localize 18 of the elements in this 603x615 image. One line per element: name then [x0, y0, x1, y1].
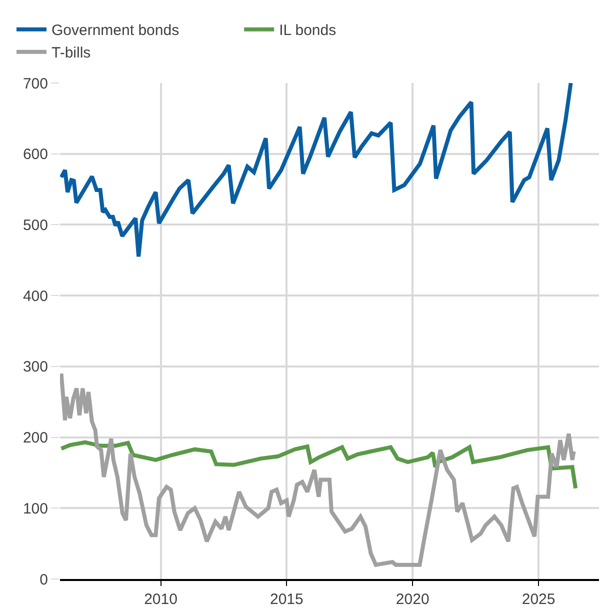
- line-series: [60, 83, 573, 259]
- y-tick-label: 600: [22, 146, 48, 164]
- y-tick-label: 700: [22, 75, 48, 92]
- y-tick-label: 300: [22, 358, 48, 376]
- y-tick-label: 400: [22, 288, 48, 305]
- legend-label: Government bonds: [51, 22, 180, 40]
- legend-label: T-bills: [51, 44, 91, 62]
- y-tick-label: 200: [22, 430, 48, 447]
- y-tick-label: 0: [40, 571, 48, 588]
- x-tick-label: 2020: [396, 591, 430, 608]
- x-tick-label: 2010: [144, 591, 178, 608]
- y-tick-label: 500: [22, 216, 48, 234]
- y-tick-label: 100: [22, 500, 48, 518]
- x-tick-label: 2015: [270, 591, 304, 608]
- line-series: [60, 440, 578, 490]
- x-tick-label: 2025: [522, 591, 556, 608]
- line-series: [60, 372, 576, 567]
- legend-label: IL bonds: [279, 22, 336, 40]
